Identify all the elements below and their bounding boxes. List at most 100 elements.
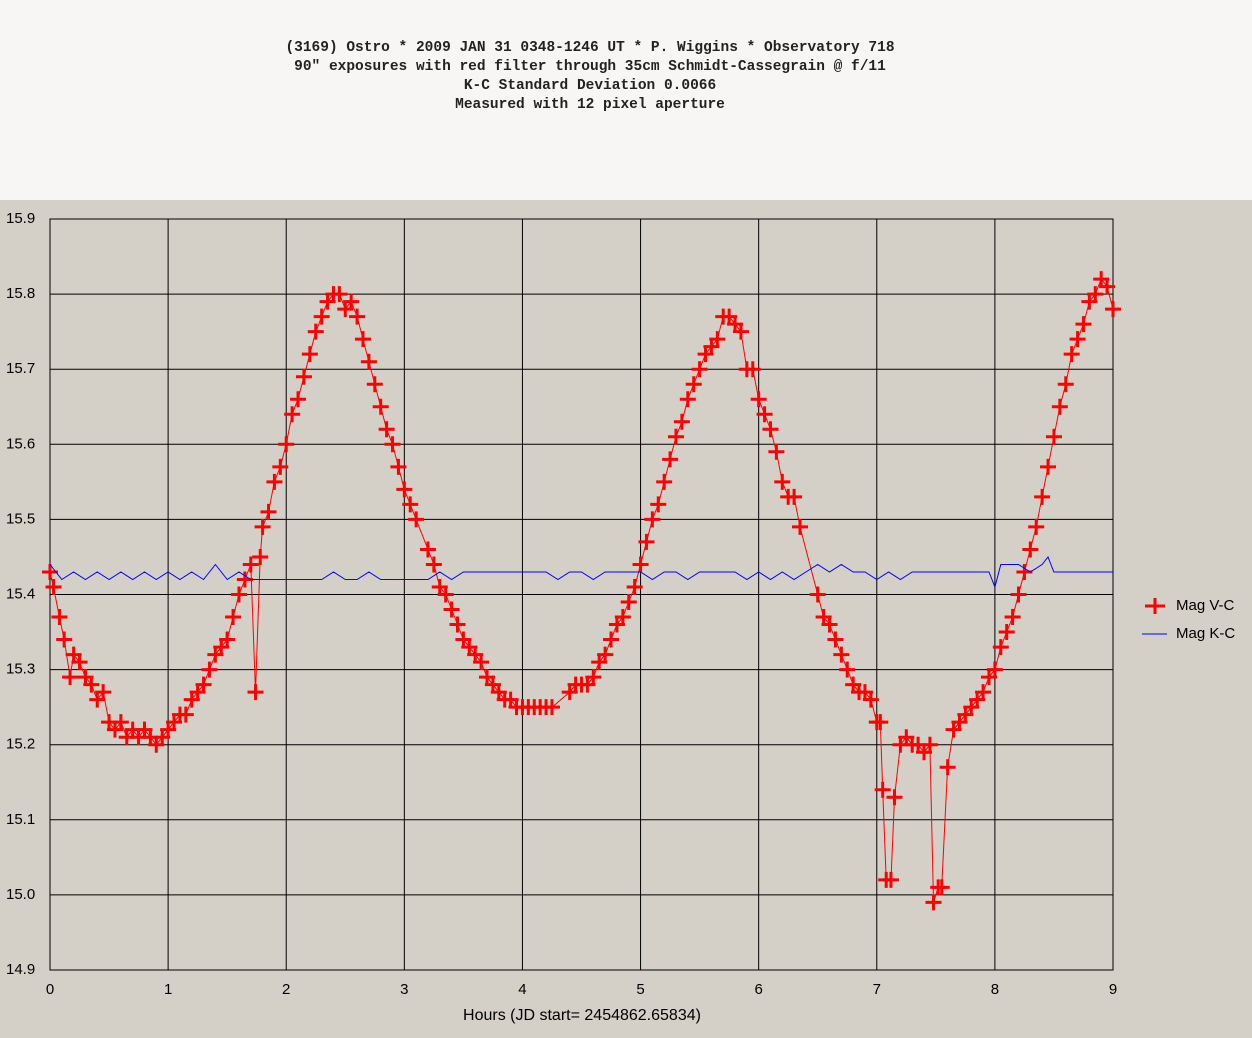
x-tick-label: 0	[46, 981, 54, 998]
series-line	[49, 556, 1113, 589]
data-point	[1028, 518, 1045, 535]
data-point	[603, 631, 620, 648]
data-point	[975, 684, 992, 701]
data-point	[662, 451, 679, 468]
data-point	[1004, 609, 1021, 626]
data-point	[372, 398, 389, 415]
data-point	[774, 473, 791, 490]
x-tick-label: 9	[1109, 981, 1117, 998]
y-tick-label: 15.5	[6, 510, 35, 527]
data-point	[786, 488, 803, 505]
data-point	[278, 436, 295, 453]
data-point	[1087, 286, 1104, 303]
data-point	[1075, 316, 1092, 333]
data-point	[597, 646, 614, 663]
data-point	[112, 714, 129, 731]
data-point	[260, 503, 277, 520]
data-point	[626, 578, 643, 595]
data-point	[247, 684, 264, 701]
data-point	[62, 669, 79, 686]
x-tick-label: 1	[164, 981, 172, 998]
data-point	[756, 406, 773, 423]
data-point	[992, 639, 1009, 656]
data-point	[195, 676, 212, 693]
data-point	[709, 331, 726, 348]
data-point	[408, 511, 425, 528]
chart-subtitle: K-C Standard Deviation 0.0066	[464, 78, 716, 94]
y-tick-label: 15.4	[6, 585, 35, 602]
x-tick-label: 2	[282, 981, 290, 998]
chart-subtitle: Measured with 12 pixel aperture	[455, 97, 725, 113]
y-tick-label: 15.0	[6, 886, 35, 903]
data-point	[51, 609, 68, 626]
data-point	[177, 706, 194, 723]
x-tick-label: 6	[754, 981, 762, 998]
data-point	[473, 654, 490, 671]
data-point	[419, 541, 436, 558]
x-tick-label: 5	[636, 981, 644, 998]
data-point	[1040, 458, 1057, 475]
data-point	[862, 691, 879, 708]
data-point	[614, 609, 631, 626]
data-point	[230, 586, 247, 603]
x-tick-label: 4	[518, 981, 526, 998]
data-point	[732, 323, 749, 340]
data-point	[827, 631, 844, 648]
data-point	[290, 391, 307, 408]
data-point	[295, 368, 312, 385]
data-point	[998, 624, 1015, 641]
data-point	[1057, 376, 1074, 393]
y-tick-label: 15.1	[6, 811, 35, 828]
data-point	[1045, 428, 1062, 445]
y-tick-label: 15.9	[6, 210, 35, 227]
y-tick-label: 15.3	[6, 661, 35, 678]
data-point	[1034, 488, 1051, 505]
data-point	[1099, 278, 1116, 295]
data-point	[1069, 331, 1086, 348]
data-point	[939, 759, 956, 776]
legend-label: Mag V-C	[1176, 597, 1235, 614]
data-point	[56, 631, 73, 648]
x-axis-label: Hours (JD start= 2454862.65834)	[463, 1007, 701, 1024]
data-point	[402, 496, 419, 513]
data-point	[1051, 398, 1068, 415]
data-point	[331, 286, 348, 303]
y-tick-label: 15.2	[6, 736, 35, 753]
data-point	[437, 586, 454, 603]
data-point	[219, 631, 236, 648]
data-point	[792, 518, 809, 535]
data-point	[685, 376, 702, 393]
data-point	[638, 533, 655, 550]
data-point	[921, 736, 938, 753]
data-point	[933, 879, 950, 896]
data-point	[378, 421, 395, 438]
legend-label: Mag K-C	[1176, 625, 1235, 642]
data-point	[744, 361, 761, 378]
data-point	[83, 676, 100, 693]
data-point	[201, 661, 218, 678]
data-point	[872, 714, 889, 731]
y-tick-label: 14.9	[6, 961, 35, 978]
data-point	[354, 331, 371, 348]
chart-subtitle: 90″ exposures with red filter through 35…	[294, 59, 886, 75]
x-tick-label: 8	[991, 981, 999, 998]
y-tick-label: 15.8	[6, 285, 35, 302]
chart-title: (3169) Ostro * 2009 JAN 31 0348-1246 UT …	[285, 40, 894, 56]
data-point	[349, 308, 366, 325]
data-point	[874, 781, 891, 798]
data-point	[252, 548, 269, 565]
data-point	[301, 346, 318, 363]
data-point	[360, 353, 377, 370]
data-point	[632, 556, 649, 573]
data-point	[396, 481, 413, 498]
data-point	[284, 406, 301, 423]
data-point	[925, 894, 942, 911]
x-tick-label: 3	[400, 981, 408, 998]
data-point	[886, 789, 903, 806]
data-point	[656, 473, 673, 490]
data-point	[225, 609, 242, 626]
data-point	[390, 458, 407, 475]
data-point	[650, 496, 667, 513]
data-point	[750, 391, 767, 408]
data-point	[644, 511, 661, 528]
